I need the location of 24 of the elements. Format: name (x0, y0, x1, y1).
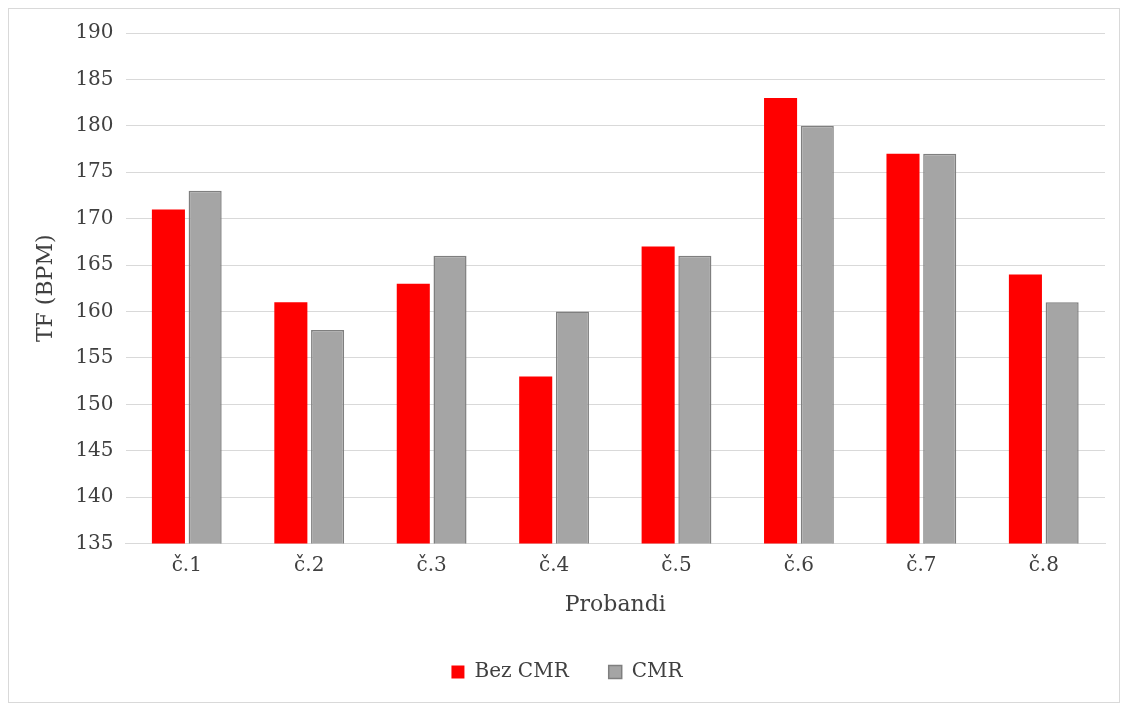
y-axis-title: TF (BPM) (31, 234, 57, 343)
y-tick-label: 180 (75, 112, 114, 137)
x-tick-label: č.3 (416, 551, 447, 576)
x-tick-label: č.1 (171, 551, 202, 576)
y-tick-label: 175 (75, 158, 114, 183)
x-tick-label: č.4 (538, 551, 570, 576)
y-tick-label: 190 (75, 19, 114, 44)
y-tick-label: 150 (75, 390, 114, 415)
legend-label: Bez CMR (474, 658, 570, 683)
y-tick-label: 155 (75, 344, 114, 369)
y-tick-label: 135 (75, 529, 114, 554)
x-tick-label: č.8 (1028, 551, 1059, 576)
x-tick-label: č.7 (906, 551, 937, 576)
x-tick-label: č.6 (783, 551, 815, 576)
y-tick-label: 185 (75, 65, 114, 90)
x-tick-label: č.2 (294, 551, 325, 576)
x-tick-label: č.5 (661, 551, 692, 576)
y-tick-label: 140 (75, 483, 114, 508)
y-tick-label: 165 (75, 251, 114, 276)
x-axis-title: Probandi (564, 590, 666, 616)
y-tick-label: 160 (75, 297, 114, 322)
y-tick-label: 145 (75, 436, 114, 461)
legend-label: CMR (631, 658, 684, 683)
y-tick-label: 170 (75, 204, 114, 229)
